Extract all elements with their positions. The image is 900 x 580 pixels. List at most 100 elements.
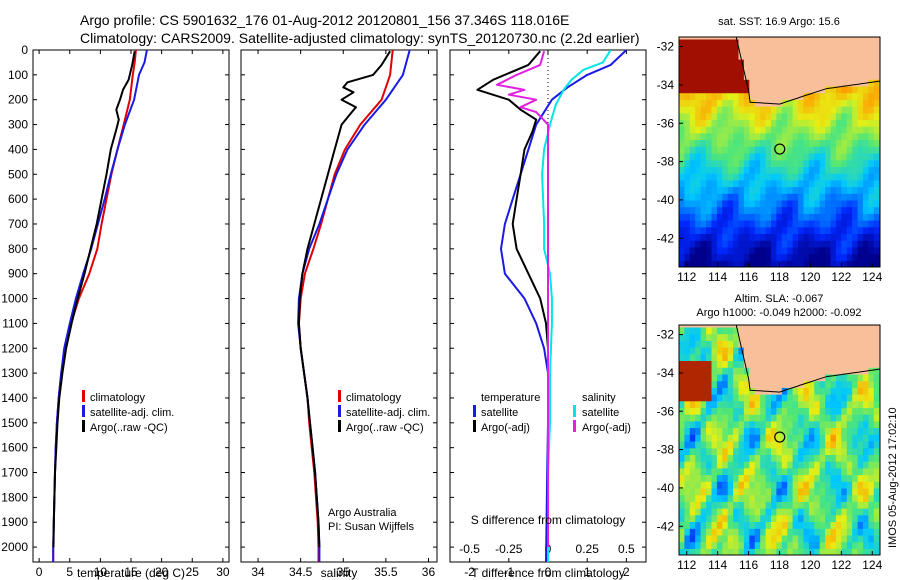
map-cell xyxy=(798,387,805,395)
map-cell xyxy=(803,534,810,543)
map-cell xyxy=(781,199,788,208)
map-cell xyxy=(873,501,880,509)
map-cell xyxy=(771,139,778,147)
map-cell xyxy=(727,347,734,355)
map-cell xyxy=(727,373,734,382)
map-cell xyxy=(825,199,832,208)
map-cell xyxy=(798,260,805,267)
map-cell xyxy=(738,126,745,134)
map-cell xyxy=(700,112,707,121)
map-cell xyxy=(798,427,805,435)
map-cell xyxy=(868,139,875,147)
map-cell xyxy=(711,159,718,168)
map-cell xyxy=(814,420,821,429)
map-cell xyxy=(684,420,691,429)
map-cell xyxy=(792,347,799,355)
map-cell xyxy=(760,253,767,261)
map-cell xyxy=(792,146,799,154)
map-cell xyxy=(841,521,848,529)
map-cell xyxy=(808,353,815,362)
map-cell xyxy=(679,213,686,221)
map-cell xyxy=(814,541,821,549)
map-cell xyxy=(711,85,718,94)
map-cell xyxy=(863,534,870,543)
map-cell xyxy=(706,326,713,335)
map-cell xyxy=(711,173,718,181)
map-cell xyxy=(706,420,713,429)
map-cell xyxy=(830,380,837,388)
map-cell xyxy=(819,394,826,402)
map-cell xyxy=(841,420,848,429)
map-cell xyxy=(749,226,756,235)
map-cell xyxy=(863,414,870,422)
map-cell xyxy=(852,434,859,442)
map-cell xyxy=(781,213,788,221)
map-cell xyxy=(863,72,870,80)
map-cell xyxy=(868,467,875,476)
map-cell xyxy=(771,99,778,107)
map-cell xyxy=(857,508,864,516)
map-cell xyxy=(852,454,859,462)
map-cell xyxy=(706,394,713,402)
map-cell xyxy=(846,206,853,214)
map-cell xyxy=(722,213,729,221)
map-cell xyxy=(760,441,767,449)
map-x-tick-label: 118 xyxy=(770,558,789,572)
map-cell xyxy=(776,326,783,335)
map-cell xyxy=(679,179,686,188)
map-cell xyxy=(716,220,723,228)
map-cell xyxy=(825,534,832,543)
map-cell xyxy=(771,126,778,134)
map-cell xyxy=(776,514,783,523)
map-cell xyxy=(722,139,729,147)
map-cell xyxy=(803,347,810,355)
y-tick-label: 100 xyxy=(8,68,28,82)
map-cell xyxy=(781,380,788,388)
map-cell xyxy=(803,179,810,188)
map-cell xyxy=(846,213,853,221)
map-cell xyxy=(830,400,837,409)
map-cell xyxy=(787,474,794,482)
map-cell xyxy=(781,126,788,134)
map-cell xyxy=(700,481,707,489)
map-y-tick-label: -32 xyxy=(657,40,675,54)
map-cell xyxy=(711,494,718,502)
map-cell xyxy=(852,481,859,489)
map-cell xyxy=(803,240,810,248)
map-cell xyxy=(706,260,713,267)
map-cell xyxy=(846,414,853,422)
map-cell xyxy=(792,407,799,415)
map-cell xyxy=(749,45,756,53)
map-cell xyxy=(841,132,848,141)
y-tick-label: 1600 xyxy=(1,441,28,455)
map-cell xyxy=(738,85,745,94)
map-cell xyxy=(771,514,778,523)
map-cell xyxy=(706,119,713,127)
map-cell xyxy=(819,59,826,67)
map-cell xyxy=(684,119,691,127)
map-cell xyxy=(727,534,734,543)
map-cell xyxy=(803,119,810,127)
map-cell xyxy=(743,474,750,482)
x-tick-label: 0 xyxy=(36,565,43,579)
map-cell xyxy=(700,467,707,476)
map-cell xyxy=(873,521,880,529)
map-cell xyxy=(857,38,864,47)
map-cell xyxy=(819,92,826,100)
map-cell xyxy=(706,340,713,348)
map-cell xyxy=(695,38,702,47)
map-cell xyxy=(760,353,767,362)
map-cell xyxy=(808,92,815,100)
map-cell xyxy=(706,126,713,134)
map-cell xyxy=(830,220,837,228)
map-cell xyxy=(771,186,778,194)
map-cell xyxy=(679,325,686,328)
map-cell xyxy=(781,119,788,127)
map-cell xyxy=(684,193,691,201)
map-cell xyxy=(722,45,729,53)
map-cell xyxy=(830,481,837,489)
series-line xyxy=(297,50,391,548)
map-cell xyxy=(798,119,805,127)
map-cell xyxy=(803,394,810,402)
map-cell xyxy=(716,467,723,476)
